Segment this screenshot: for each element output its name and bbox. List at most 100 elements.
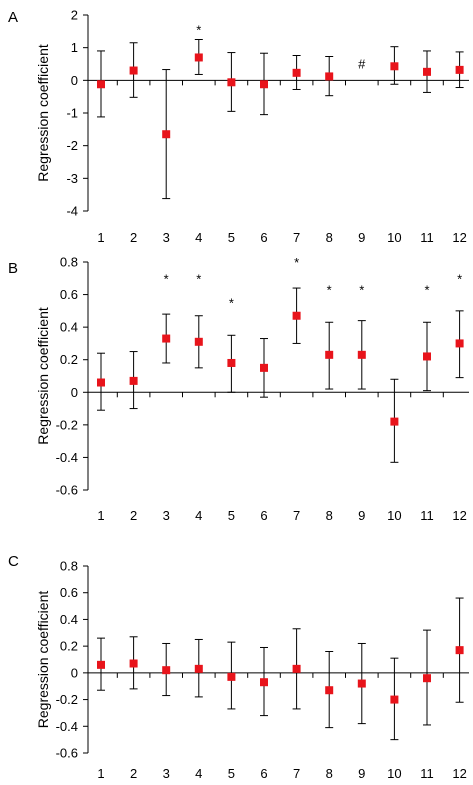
y-tick-label: 0.2 bbox=[60, 639, 78, 654]
significance-marker: * bbox=[196, 23, 201, 38]
x-tick-label: 12 bbox=[452, 508, 466, 523]
x-tick-label: 7 bbox=[293, 230, 300, 245]
panel-b: B Regression coefficient 0.8 0.6 0.4 0.2 0 -0.2… bbox=[8, 255, 469, 523]
y-tick-label: 0 bbox=[71, 73, 78, 88]
data-point bbox=[292, 664, 301, 673]
x-tick-label: 12 bbox=[452, 766, 466, 781]
data-point bbox=[162, 666, 171, 675]
data-point bbox=[390, 695, 399, 704]
x-tick-label: 9 bbox=[358, 508, 365, 523]
data-point bbox=[162, 130, 171, 139]
data-point bbox=[423, 674, 431, 683]
data-point bbox=[325, 350, 334, 359]
y-tick-label: 0.8 bbox=[60, 255, 78, 270]
data-point bbox=[97, 80, 105, 89]
x-tick-label: 4 bbox=[195, 230, 202, 245]
x-tick-label: 11 bbox=[420, 508, 434, 523]
y-tick-label: 0 bbox=[71, 385, 78, 400]
data-point bbox=[227, 78, 236, 87]
x-tick-label: 9 bbox=[358, 230, 365, 245]
panel-c: C Regression coefficient 0.8 0.6 0.4 0.2 0 -0.2… bbox=[8, 553, 469, 781]
data-point bbox=[325, 72, 334, 81]
data-point bbox=[97, 378, 105, 387]
y-tick-label: -0.4 bbox=[56, 450, 78, 465]
y-axis-label: Regression coefficient bbox=[35, 307, 51, 445]
y-tick-label: 0.2 bbox=[60, 352, 78, 367]
x-tick-label: 10 bbox=[387, 766, 401, 781]
data-point bbox=[357, 679, 366, 688]
y-tick-label: -2 bbox=[66, 138, 78, 153]
y-tick-label: -0.2 bbox=[56, 417, 78, 432]
x-tick-label: 5 bbox=[228, 508, 235, 523]
data-point bbox=[455, 65, 464, 74]
y-tick-label: 2 bbox=[71, 8, 78, 23]
y-tick-label: -0.4 bbox=[56, 719, 78, 734]
panel-letter: A bbox=[8, 9, 18, 26]
x-tick-label: 2 bbox=[130, 230, 137, 245]
y-tick-label: 1 bbox=[71, 40, 78, 55]
x-tick-label: 3 bbox=[163, 766, 170, 781]
data-point bbox=[423, 67, 431, 76]
y-tick-label: -0.6 bbox=[56, 746, 78, 761]
y-tick-label: 0.6 bbox=[60, 287, 78, 302]
data-point bbox=[129, 66, 138, 75]
x-tick-label: 11 bbox=[420, 766, 434, 781]
x-tick-label: 10 bbox=[387, 508, 401, 523]
data-point bbox=[227, 358, 236, 367]
significance-marker: # bbox=[358, 56, 366, 71]
data-point bbox=[194, 664, 203, 673]
data-point bbox=[292, 311, 301, 320]
x-tick-label: 8 bbox=[326, 766, 333, 781]
data-point bbox=[129, 659, 138, 668]
x-tick-label: 5 bbox=[228, 230, 235, 245]
y-tick-label: -1 bbox=[66, 106, 78, 121]
data-point bbox=[260, 678, 268, 687]
x-tick-label: 8 bbox=[326, 508, 333, 523]
x-tick-label: 7 bbox=[293, 766, 300, 781]
significance-marker: * bbox=[294, 255, 299, 270]
data-point bbox=[357, 350, 366, 359]
x-tick-label: 4 bbox=[195, 766, 202, 781]
data-point bbox=[390, 62, 399, 71]
x-tick-label: 7 bbox=[293, 508, 300, 523]
y-tick-label: 0 bbox=[71, 665, 78, 680]
data-point bbox=[97, 660, 105, 669]
y-axis-label: Regression coefficient bbox=[35, 44, 51, 182]
x-tick-label: 10 bbox=[387, 230, 401, 245]
x-tick-label: 2 bbox=[130, 508, 137, 523]
x-tick-label: 1 bbox=[97, 230, 104, 245]
data-point bbox=[162, 334, 171, 343]
significance-marker: * bbox=[196, 271, 201, 286]
x-tick-label: 6 bbox=[260, 766, 267, 781]
significance-marker: * bbox=[164, 271, 169, 286]
x-tick-label: 3 bbox=[163, 508, 170, 523]
data-point bbox=[129, 376, 138, 385]
x-tick-label: 1 bbox=[97, 766, 104, 781]
x-tick-label: 6 bbox=[260, 230, 267, 245]
panel-letter: B bbox=[8, 260, 18, 277]
x-tick-label: 4 bbox=[195, 508, 202, 523]
x-tick-label: 6 bbox=[260, 508, 267, 523]
y-tick-label: -4 bbox=[66, 204, 78, 219]
x-tick-label: 8 bbox=[326, 230, 333, 245]
y-tick-label: -0.2 bbox=[56, 692, 78, 707]
y-tick-label: 0.8 bbox=[60, 559, 78, 574]
x-tick-label: 2 bbox=[130, 766, 137, 781]
significance-marker: * bbox=[359, 283, 364, 298]
x-tick-label: 1 bbox=[97, 508, 104, 523]
y-axis-label: Regression coefficient bbox=[35, 591, 51, 729]
data-point bbox=[390, 417, 399, 426]
data-point bbox=[227, 672, 236, 681]
data-point bbox=[423, 352, 431, 361]
y-tick-label: 0.6 bbox=[60, 585, 78, 600]
data-point bbox=[194, 337, 203, 346]
data-point bbox=[292, 68, 301, 77]
x-tick-label: 11 bbox=[420, 230, 434, 245]
x-tick-label: 5 bbox=[228, 766, 235, 781]
data-point bbox=[194, 53, 203, 62]
data-point bbox=[260, 363, 268, 372]
significance-marker: * bbox=[327, 283, 332, 298]
significance-marker: * bbox=[229, 296, 234, 311]
